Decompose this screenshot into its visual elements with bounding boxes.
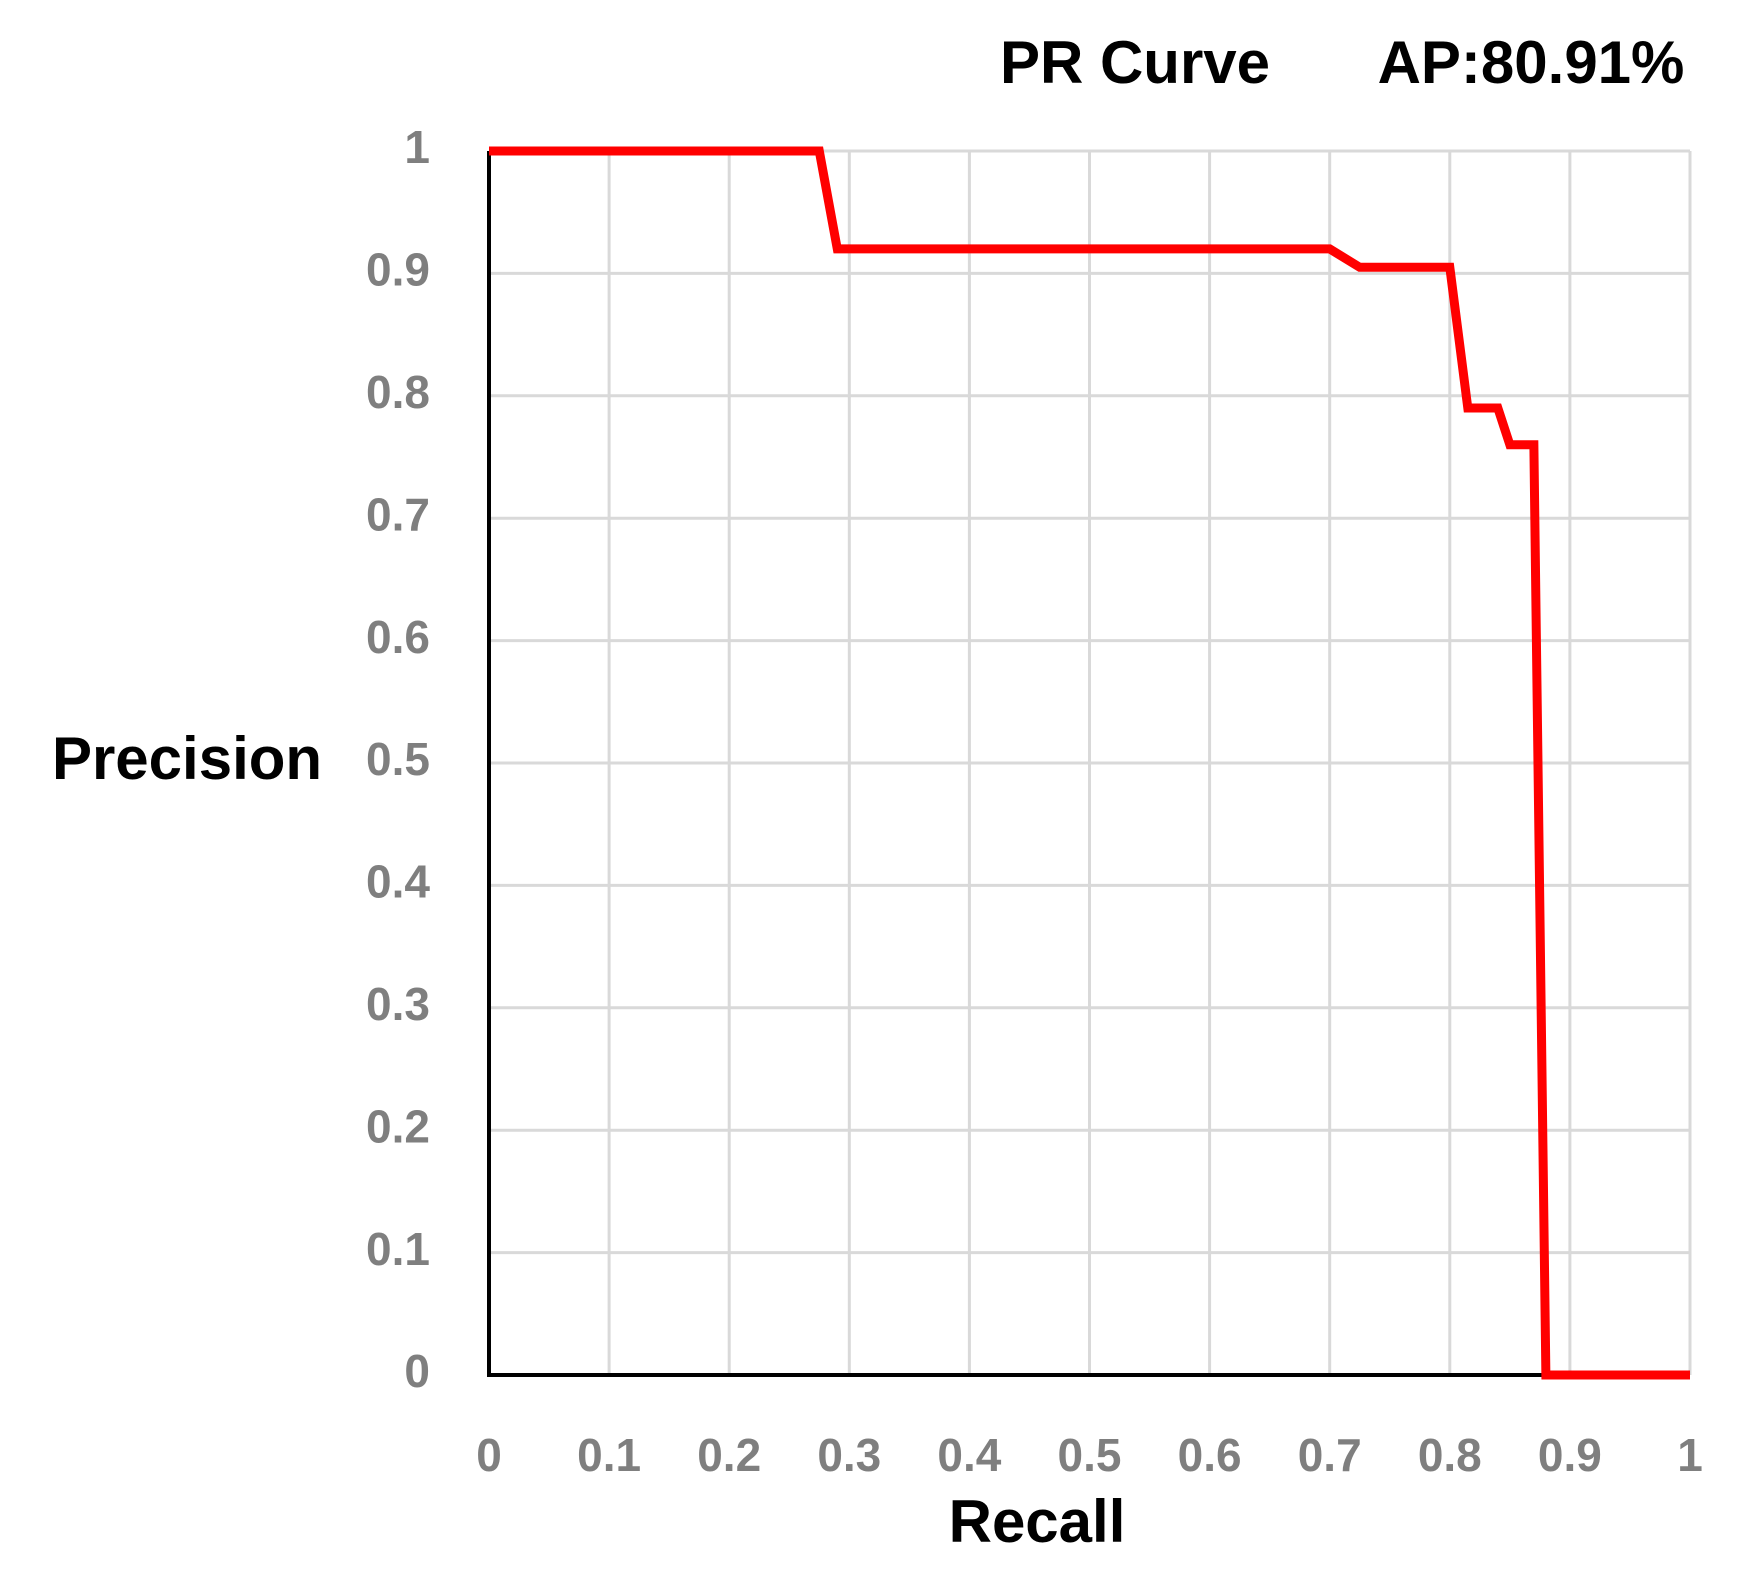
x-tick-label: 0.3 [817, 1429, 881, 1481]
y-tick-label: 0.8 [366, 366, 430, 418]
chart-title: PR Curve [1000, 29, 1270, 96]
y-tick-label: 0 [404, 1345, 430, 1397]
x-tick-label: 0.6 [1178, 1429, 1242, 1481]
y-tick-label: 0.4 [366, 856, 430, 908]
annotation: AP:80.91% [1378, 29, 1685, 96]
y-tick-label: 0.7 [366, 488, 430, 540]
x-tick-label: 0.2 [697, 1429, 761, 1481]
x-tick-label: 1 [1677, 1429, 1703, 1481]
x-tick-label: 0.8 [1418, 1429, 1482, 1481]
y-tick-label: 0.6 [366, 611, 430, 663]
y-tick-label: 0.3 [366, 978, 430, 1030]
x-tick-label: 0.9 [1538, 1429, 1602, 1481]
y-axis-label: Precision [52, 725, 322, 792]
pr-line [489, 146, 1690, 1380]
y-tick-label: 0.9 [366, 244, 430, 296]
y-tick-label: 0.2 [366, 1100, 430, 1152]
x-tick-label: 0.5 [1058, 1429, 1122, 1481]
y-tick-label: 0.5 [366, 733, 430, 785]
x-tick-label: 0 [476, 1429, 502, 1481]
x-axis-label: Recall [949, 1488, 1126, 1555]
y-tick-label: 1 [404, 121, 430, 173]
x-tick-label: 0.7 [1298, 1429, 1362, 1481]
x-tick-label: 0.1 [577, 1429, 641, 1481]
x-tick-label: 0.4 [937, 1429, 1001, 1481]
y-tick-label: 0.1 [366, 1223, 430, 1275]
